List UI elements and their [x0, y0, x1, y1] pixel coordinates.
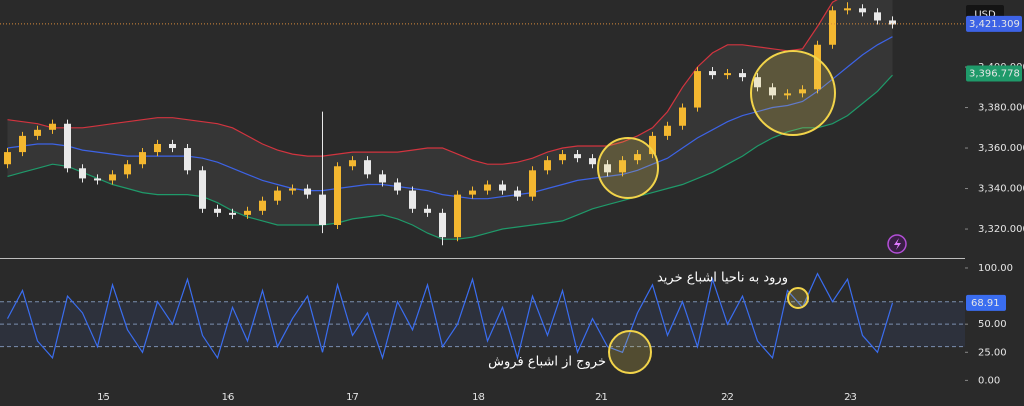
- candle-body: [514, 190, 521, 197]
- candle-body: [889, 20, 896, 25]
- candle-body: [289, 188, 296, 191]
- x-tick-label: 16: [222, 392, 235, 403]
- candle-body: [364, 160, 371, 175]
- candle-body: [784, 93, 791, 96]
- candle-body: [94, 178, 101, 181]
- y-tick-label: 50.00: [978, 319, 1007, 330]
- band-fill: [7, 0, 893, 240]
- candle-body: [139, 152, 146, 165]
- candle-body: [574, 154, 581, 159]
- x-tick-label: 18: [472, 392, 485, 403]
- candle-body: [184, 148, 191, 171]
- candle-body: [439, 212, 446, 238]
- annotation: خروج از اشباع فروش: [488, 355, 606, 370]
- zone-fill: [0, 301, 965, 347]
- candle-body: [634, 154, 641, 161]
- candle-body: [454, 194, 461, 238]
- candle-body: [844, 8, 851, 11]
- candle-body: [484, 184, 491, 191]
- y-tick-label: 3,340.000: [978, 184, 1024, 195]
- candle-body: [544, 160, 551, 171]
- x-tick-label: 15: [97, 392, 110, 403]
- price-badge: [966, 65, 1022, 82]
- alert-bolt: [894, 238, 901, 250]
- candle-body: [259, 200, 266, 211]
- candle-body: [424, 208, 431, 213]
- candle-body: [109, 174, 116, 181]
- candle-body: [769, 87, 776, 96]
- y-tick-label: 3,380.000: [978, 103, 1024, 114]
- candle-body: [694, 71, 701, 108]
- candle-body: [64, 123, 71, 169]
- currency: USD: [974, 10, 996, 21]
- value-badge: [966, 294, 1006, 311]
- candle-body: [154, 143, 161, 153]
- candle-body: [724, 73, 731, 76]
- candle-body: [754, 77, 761, 88]
- candle-body: [559, 154, 566, 161]
- price-badge-label: 3,396.778: [969, 69, 1020, 80]
- price-badge-label: 3,421.309: [969, 19, 1020, 30]
- candle-body: [499, 184, 506, 191]
- y-tick-label: 100.00: [978, 263, 1013, 274]
- candle-body: [319, 194, 326, 225]
- candle-body: [349, 160, 356, 167]
- candle-body: [124, 164, 131, 175]
- y-tick-label: 3,360.000: [978, 143, 1024, 154]
- oscillator-line: [6, 272, 894, 361]
- candle-body: [799, 89, 806, 94]
- value-badge-label: 68.91: [971, 298, 1000, 309]
- candle-body: [229, 212, 236, 215]
- highlight-circle: [608, 330, 652, 374]
- band-line: [7, 0, 838, 165]
- candle-body: [214, 208, 221, 213]
- candle-body: [604, 164, 611, 173]
- x-tick-label: 23: [844, 392, 857, 403]
- candle-body: [649, 135, 656, 155]
- candle-body: [4, 152, 11, 165]
- candle-body: [814, 44, 821, 90]
- candle-body: [244, 210, 251, 215]
- highlight-circle: [597, 137, 659, 199]
- candle-body: [619, 160, 626, 173]
- x-tick-label: 22: [721, 392, 734, 403]
- highlight-circle: [750, 50, 836, 136]
- y-tick-label: 25.00: [978, 347, 1007, 358]
- candle-body: [709, 71, 716, 76]
- annotation: ورود به ناحیا اشباع خرید: [657, 271, 788, 286]
- price-badge: [966, 15, 1022, 32]
- candle-body: [19, 135, 26, 153]
- highlight-circle: [787, 287, 809, 309]
- candle-body: [334, 166, 341, 225]
- band-line: [7, 36, 893, 200]
- candle-body: [469, 190, 476, 195]
- y-tick-label: 3,320.000: [978, 224, 1024, 235]
- candle-body: [739, 73, 746, 78]
- candle-body: [529, 170, 536, 197]
- candle-body: [394, 182, 401, 191]
- band-line: [7, 74, 893, 240]
- candle-body: [409, 190, 416, 209]
- candle-body: [829, 10, 836, 45]
- candle-body: [49, 123, 56, 130]
- candle-body: [304, 188, 311, 195]
- candle-body: [589, 158, 596, 165]
- candle-body: [379, 174, 386, 183]
- candle-body: [199, 170, 206, 209]
- candle-body: [79, 168, 86, 179]
- candle-body: [664, 125, 671, 136]
- candle-body: [679, 107, 686, 126]
- y-tick-label: 0.00: [978, 375, 1000, 386]
- candle-body: [169, 143, 176, 149]
- candle-body: [34, 129, 41, 136]
- x-tick-label: 21: [595, 392, 608, 403]
- candle-body: [274, 190, 281, 201]
- candle-body: [874, 12, 881, 21]
- x-tick-label: 17: [346, 392, 359, 403]
- candle-body: [859, 8, 866, 13]
